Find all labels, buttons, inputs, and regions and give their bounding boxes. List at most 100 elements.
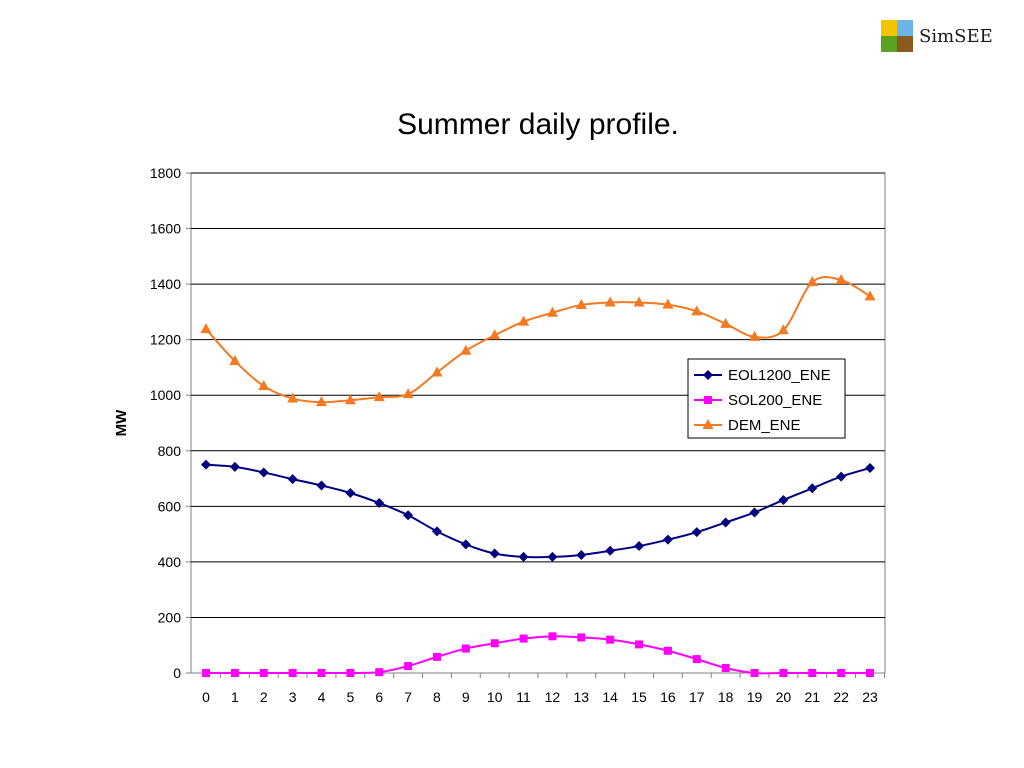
x-tick-label: 21 — [804, 689, 820, 705]
data-point — [200, 323, 212, 334]
data-point — [316, 480, 327, 491]
data-point — [288, 669, 297, 677]
data-point — [548, 632, 557, 641]
data-point — [344, 394, 356, 405]
legend-marker — [703, 370, 713, 380]
data-point — [431, 526, 442, 537]
data-point — [604, 296, 616, 307]
data-point — [635, 640, 644, 649]
slide-title: Summer daily profile. — [397, 108, 679, 141]
data-point — [806, 276, 818, 287]
data-point — [749, 330, 761, 341]
data-point — [489, 329, 501, 340]
data-point — [808, 669, 817, 677]
data-point — [634, 541, 645, 552]
data-point — [750, 669, 759, 677]
data-point — [287, 474, 298, 485]
data-point — [432, 652, 441, 661]
x-tick-labels: 0 1 2 3 4 5 6 7 8 9 10 11 12 13 14 15 16 17 18 19 20 21 22 23 — [202, 673, 885, 705]
data-point — [720, 517, 731, 528]
y-tick-label: 1200 — [150, 332, 181, 348]
x-tick-label: 10 — [487, 689, 503, 705]
x-tick-label: 19 — [747, 689, 763, 705]
x-tick-label: 9 — [462, 689, 470, 705]
simsee-logo: SimSEE — [881, 19, 993, 53]
data-point — [691, 305, 703, 316]
data-point — [836, 471, 847, 482]
series-SOL200_ENE — [202, 632, 874, 677]
y-tick-label: 0 — [173, 665, 181, 681]
x-tick-label: 15 — [631, 689, 647, 705]
x-tick-label: 7 — [404, 689, 412, 705]
x-tick-label: 17 — [689, 689, 705, 705]
x-tick-label: 4 — [318, 689, 326, 705]
grid-lines — [191, 172, 885, 618]
data-point — [373, 391, 385, 402]
data-point — [720, 317, 732, 328]
series-group — [200, 273, 876, 677]
data-point — [779, 669, 788, 677]
x-tick-label: 5 — [346, 689, 354, 705]
data-point — [229, 355, 241, 366]
data-point — [575, 298, 587, 309]
data-point — [576, 549, 587, 560]
x-tick-label: 2 — [260, 689, 268, 705]
data-point — [605, 545, 616, 556]
data-point — [692, 655, 701, 664]
data-point — [691, 527, 702, 538]
y-tick-label: 1600 — [150, 221, 181, 237]
x-tick-label: 12 — [545, 689, 561, 705]
simsee-logo-icon — [881, 20, 913, 52]
data-point — [519, 634, 528, 643]
x-tick-label: 22 — [833, 689, 849, 705]
data-point — [835, 273, 847, 284]
x-tick-label: 18 — [718, 689, 734, 705]
y-tick-label: 400 — [158, 554, 182, 570]
data-point — [777, 324, 789, 335]
x-tick-label: 14 — [602, 689, 618, 705]
data-point — [201, 459, 211, 470]
data-point — [606, 635, 615, 644]
data-point — [577, 633, 586, 642]
data-point — [663, 646, 672, 655]
x-tick-label: 1 — [231, 689, 239, 705]
legend-marker — [702, 419, 714, 429]
data-point — [547, 551, 558, 562]
data-point — [229, 461, 240, 472]
data-point — [404, 662, 413, 671]
logo-square-brown — [897, 36, 913, 52]
series-EOL1200_ENE — [201, 459, 875, 562]
legend-label: DEM_ENE — [728, 417, 801, 434]
x-tick-label: 8 — [433, 689, 441, 705]
y-tick-labels: 0 200 400 600 800 1000 1200 1400 1600 1800 — [150, 165, 191, 681]
data-point — [258, 467, 269, 478]
y-tick-label: 800 — [158, 443, 182, 459]
data-point — [807, 483, 818, 494]
data-point — [662, 534, 673, 545]
data-point — [461, 644, 470, 653]
data-point — [866, 669, 874, 677]
logo-text: SimSEE — [919, 25, 993, 47]
legend-label: SOL200_ENE — [728, 392, 822, 409]
legend-item: SOL200_ENE — [694, 392, 822, 409]
data-point — [230, 669, 239, 677]
data-point — [865, 463, 875, 473]
y-axis-label: MW — [113, 409, 130, 436]
legend: EOL1200_ENE SOL200_ENE DEM_ENE — [687, 358, 846, 439]
x-tick-label: 6 — [375, 689, 383, 705]
data-point — [864, 290, 876, 301]
y-tick-label: 200 — [158, 609, 182, 625]
data-point — [345, 488, 356, 498]
legend-item: DEM_ENE — [694, 417, 801, 434]
data-point — [518, 551, 529, 562]
x-tick-label: 11 — [516, 689, 531, 705]
data-point — [749, 507, 760, 518]
y-tick-label: 1400 — [150, 276, 181, 292]
x-tick-label: 23 — [862, 689, 878, 705]
data-point — [202, 669, 210, 677]
x-tick-label: 13 — [574, 689, 590, 705]
data-point — [259, 669, 268, 677]
data-point — [490, 639, 499, 648]
data-point — [346, 669, 355, 677]
